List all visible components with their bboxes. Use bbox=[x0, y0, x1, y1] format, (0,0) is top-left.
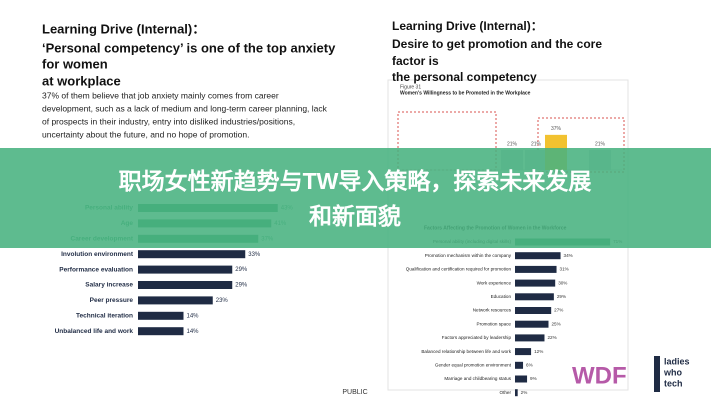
bar bbox=[138, 327, 184, 336]
value-label: 37% bbox=[551, 126, 562, 132]
bar bbox=[515, 265, 557, 273]
figure-label: Figure 31 bbox=[400, 84, 421, 90]
title-line: for women bbox=[42, 56, 108, 71]
logo-mark bbox=[654, 356, 660, 392]
paragraph-line: 37% of them believe that job anxiety mai… bbox=[42, 90, 279, 100]
logo-lwt: tech bbox=[664, 378, 683, 388]
title-line: Learning Drive (Internal)： bbox=[42, 21, 205, 36]
value-label: 29% bbox=[235, 267, 248, 273]
value-label: 14% bbox=[187, 329, 200, 335]
bar bbox=[515, 279, 556, 287]
bar bbox=[138, 265, 233, 274]
bar-label: Work experience bbox=[477, 280, 512, 285]
paragraph-line: of prospects in their industry, entry in… bbox=[42, 116, 295, 126]
value-label: 12% bbox=[534, 349, 543, 354]
bar bbox=[515, 252, 561, 260]
title-line: Desire to get promotion and the core bbox=[392, 37, 602, 51]
value-label: 21% bbox=[507, 141, 518, 147]
bar bbox=[138, 281, 233, 289]
banner-title: 和新面貌 bbox=[309, 203, 401, 229]
title-line: at workplace bbox=[42, 73, 121, 88]
logo-lwt: ladies bbox=[664, 356, 690, 366]
value-label: 14% bbox=[187, 313, 200, 319]
bar-label: Network resources bbox=[473, 308, 512, 313]
value-label: 6% bbox=[526, 363, 533, 368]
bar bbox=[515, 293, 554, 301]
value-label: 21% bbox=[595, 141, 606, 147]
bar-label: Performance evaluation bbox=[59, 266, 133, 273]
value-label: 2% bbox=[521, 390, 528, 395]
bar-label: Salary increase bbox=[85, 282, 133, 289]
highlight-box bbox=[537, 117, 625, 173]
value-label: 29% bbox=[557, 294, 566, 299]
value-label: 9% bbox=[530, 376, 537, 381]
banner-title: 职场女性新趋势与TW导入策略，探索未来发展 bbox=[119, 168, 592, 194]
value-label: 31% bbox=[560, 267, 569, 272]
logo-wdf: WDF bbox=[572, 362, 627, 389]
bar-label: Marriage and childbearing status bbox=[444, 376, 511, 381]
bar bbox=[515, 348, 532, 356]
bar-label: Promotion mechanism within the company bbox=[425, 253, 512, 258]
figure-title: Women's Willingness to be Promoted in th… bbox=[400, 90, 531, 96]
banner bbox=[0, 148, 711, 248]
title-line: ‘Personal competency’ is one of the top … bbox=[42, 40, 336, 55]
bar bbox=[515, 334, 545, 342]
value-label: 34% bbox=[564, 253, 573, 258]
bar-label: Other bbox=[500, 390, 512, 395]
bar-label: Education bbox=[491, 294, 512, 299]
bar bbox=[138, 250, 246, 259]
value-label: 30% bbox=[558, 280, 567, 285]
value-label: 29% bbox=[235, 283, 248, 289]
title-line: Learning Drive (Internal)： bbox=[392, 19, 543, 33]
bar-label: Involution environment bbox=[61, 251, 134, 258]
bar-label: Unbalanced life and work bbox=[55, 328, 134, 335]
value-label: 22% bbox=[547, 335, 556, 340]
logo-lwt: who bbox=[663, 367, 682, 377]
title-line: the personal competency bbox=[392, 70, 537, 84]
paragraph-line: development, such as a lack of medium an… bbox=[42, 103, 328, 113]
paragraph-line: uncertainty about the future, and no hop… bbox=[42, 129, 249, 139]
bar bbox=[138, 296, 213, 305]
bar bbox=[515, 307, 552, 314]
bar-label: Gender equal promotion environment bbox=[435, 363, 512, 368]
value-label: 33% bbox=[248, 252, 261, 258]
value-label: 21% bbox=[531, 141, 542, 147]
bar bbox=[515, 361, 524, 369]
bar-label: Factors appreciated by leadership bbox=[442, 335, 512, 340]
bar-label: Qualification and certification required… bbox=[406, 267, 512, 272]
value-label: 27% bbox=[554, 308, 563, 313]
bar-label: Balanced relationship between life and w… bbox=[421, 349, 511, 354]
title-line: factor is bbox=[392, 54, 439, 68]
classification: PUBLIC bbox=[342, 389, 367, 396]
value-label: 23% bbox=[216, 298, 229, 304]
bar bbox=[138, 311, 184, 320]
value-label: 25% bbox=[552, 321, 561, 326]
bar bbox=[515, 320, 549, 328]
bar bbox=[515, 389, 518, 397]
bar-label: Promotion space bbox=[477, 321, 512, 326]
bar bbox=[515, 375, 528, 383]
bar-label: Peer pressure bbox=[90, 297, 134, 304]
bar-label: Technical iteration bbox=[76, 313, 133, 320]
